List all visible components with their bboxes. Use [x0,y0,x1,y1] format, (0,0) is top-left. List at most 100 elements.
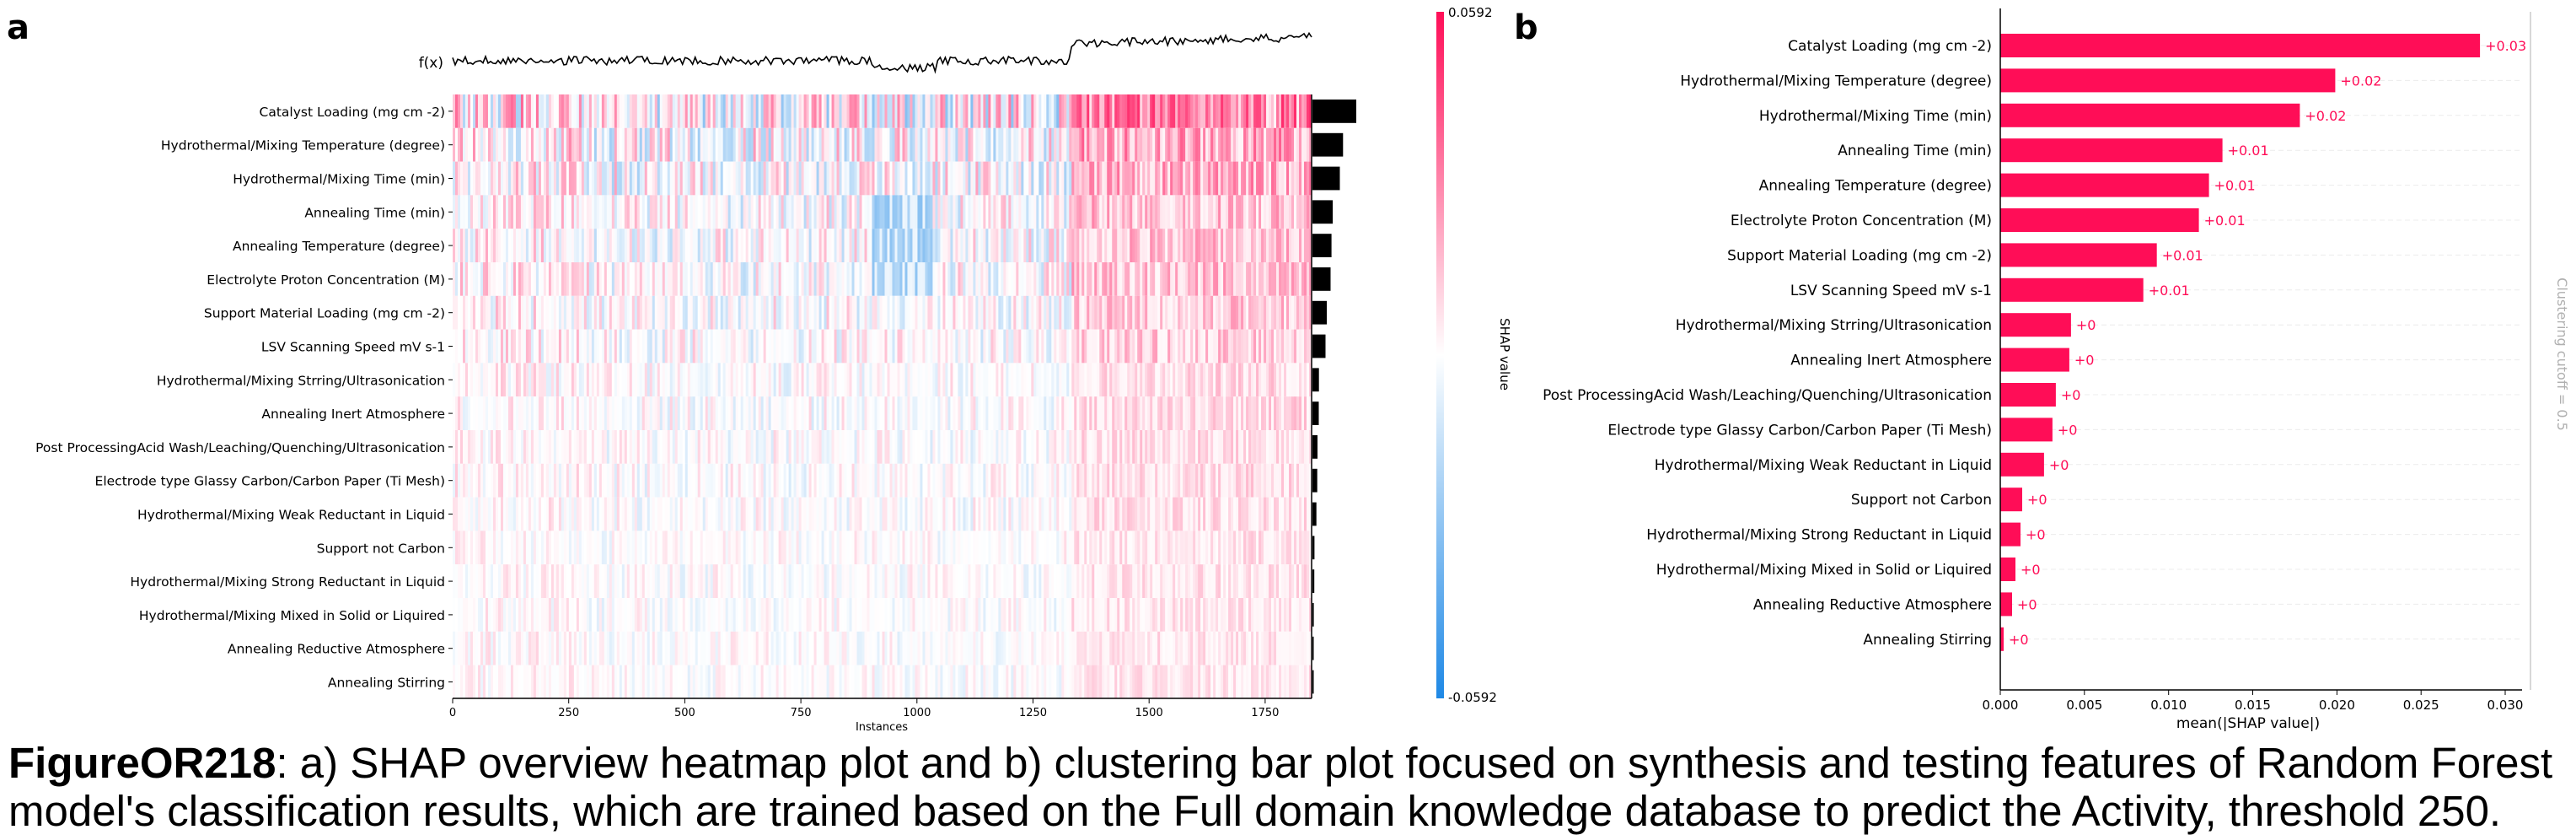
heatmap-cell [1279,396,1282,430]
heatmap-cell [1099,161,1103,196]
heatmap-cell [1274,329,1277,364]
heatmap-cell [727,295,732,330]
heatmap-cell [942,94,946,128]
heatmap-cell [829,229,832,262]
heatmap-cell [1251,463,1254,498]
heatmap-cell [849,329,852,364]
heatmap-cell [831,262,835,296]
heatmap-cell [796,127,799,162]
heatmap-cell [773,295,777,330]
heatmap-cell [1114,531,1118,565]
heatmap-cell [540,329,545,364]
heatmap-cell [707,497,711,531]
heatmap-cell [626,94,631,128]
heatmap-cell [1001,430,1004,464]
heatmap-cell [963,430,966,464]
heatmap-cell [839,463,842,498]
heatmap-cell [687,564,691,598]
heatmap-cell [477,531,481,565]
heatmap-cell [700,564,704,598]
heatmap-cell [1200,463,1204,498]
heatmap-cell [1114,497,1118,531]
heatmap-cell [712,195,716,229]
heatmap-cell [960,127,963,162]
heatmap-cell [1112,295,1115,330]
heatmap-cell [791,463,795,498]
heatmap-cell [818,262,822,296]
heatmap-cell [935,262,938,296]
heatmap-cell [500,463,504,498]
heatmap-cell [1286,94,1290,128]
heatmap-cell [831,329,835,364]
heatmap-cell [867,531,870,565]
heatmap-cell [1178,497,1181,531]
heatmap-cell [1253,463,1257,498]
heatmap-cell [851,531,855,565]
heatmap-cell [601,564,605,598]
heatmap-cell [775,564,780,598]
heatmap-cell [760,195,765,229]
heatmap-cell [1130,396,1133,430]
heatmap-cell [922,295,926,330]
heatmap-cell [844,430,847,464]
heatmap-cell [659,531,663,565]
heatmap-cell [882,430,885,464]
heatmap-cell [1127,531,1130,565]
heatmap-cell [836,463,840,498]
heatmap-cell [864,295,867,330]
heatmap-cell [631,430,636,464]
heatmap-cell [588,195,593,229]
heatmap-cell [480,94,484,128]
heatmap-cell [459,396,464,430]
heatmap-cell [738,161,742,196]
heatmap-cell [1028,363,1032,397]
heatmap-cell [1117,295,1120,330]
heatmap-cell [1044,531,1047,565]
heatmap-cell [1094,262,1097,296]
heatmap-cell [654,463,658,498]
heatmap-cell [806,396,809,430]
heatmap-cell [1097,94,1100,128]
heatmap-cell [1130,161,1133,196]
heatmap-cell [1094,430,1097,464]
heatmap-cell [652,463,656,498]
heatmap-cell [1301,363,1305,397]
heatmap-cell [455,127,459,162]
heatmap-cell [1296,295,1300,330]
heatmap-cell [457,195,461,229]
heatmap-cell [788,195,792,229]
heatmap-cell [834,463,837,498]
heatmap-cell [563,396,567,430]
heatmap-cell [930,127,933,162]
heatmap-cell [879,161,883,196]
heatmap-cell [1016,497,1019,531]
heatmap-cell [786,329,790,364]
heatmap-cell [1307,127,1310,162]
heatmap-cell [598,127,603,162]
heatmap-cell [1066,531,1070,565]
heatmap-cell [1157,94,1161,128]
heatmap-cell [1023,564,1027,598]
heatmap-cell [1251,195,1254,229]
heatmap-cell [472,363,476,397]
heatmap-cell [674,161,679,196]
heatmap-cell [882,229,885,262]
heatmap-cell [528,262,532,296]
heatmap-cell [861,430,865,464]
heatmap-cell [894,161,898,196]
heatmap-cell [753,564,757,598]
heatmap-cell [874,463,877,498]
heatmap-cell [505,564,509,598]
heatmap-cell [523,161,527,196]
heatmap-cell [490,262,494,296]
heatmap-cell [730,531,734,565]
heatmap-cell [955,396,958,430]
heatmap-cell [1109,396,1113,430]
heatmap-cell [538,564,542,598]
heatmap-cell [1102,329,1105,364]
heatmap-cell [851,463,855,498]
heatmap-cell [652,94,656,128]
heatmap-cell [558,161,562,196]
heatmap-cell [596,463,600,498]
heatmap-cell [854,127,857,162]
